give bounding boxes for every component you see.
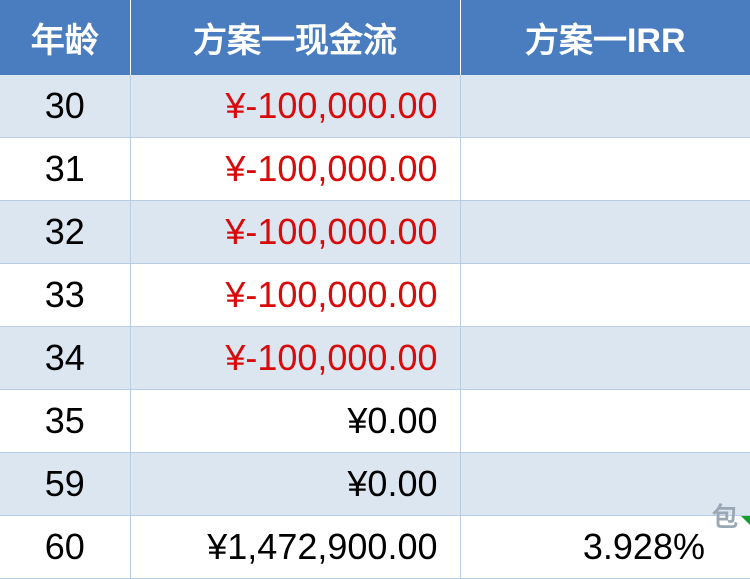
cell-age: 30 xyxy=(0,75,130,138)
cell-age: 34 xyxy=(0,327,130,390)
cell-age: 60 xyxy=(0,516,130,579)
cell-age: 59 xyxy=(0,453,130,516)
cell-age: 31 xyxy=(0,138,130,201)
cell-irr xyxy=(460,75,750,138)
cell-age: 32 xyxy=(0,201,130,264)
cell-irr xyxy=(460,390,750,453)
cell-cashflow: ¥-100,000.00 xyxy=(130,264,460,327)
table-header-row: 年龄 方案一现金流 方案一IRR xyxy=(0,0,750,75)
cell-irr xyxy=(460,264,750,327)
table-row: 60¥1,472,900.003.928% xyxy=(0,516,750,579)
table-row: 35¥0.00 xyxy=(0,390,750,453)
table-row: 32¥-100,000.00 xyxy=(0,201,750,264)
table-row: 31¥-100,000.00 xyxy=(0,138,750,201)
header-cashflow: 方案一现金流 xyxy=(130,0,460,75)
table-body: 30¥-100,000.0031¥-100,000.0032¥-100,000.… xyxy=(0,75,750,579)
cell-irr xyxy=(460,201,750,264)
cashflow-irr-table: 年龄 方案一现金流 方案一IRR 30¥-100,000.0031¥-100,0… xyxy=(0,0,750,579)
table-row: 30¥-100,000.00 xyxy=(0,75,750,138)
cell-irr xyxy=(460,327,750,390)
cell-cashflow: ¥-100,000.00 xyxy=(130,327,460,390)
cell-cashflow: ¥-100,000.00 xyxy=(130,138,460,201)
table-row: 34¥-100,000.00 xyxy=(0,327,750,390)
header-age: 年龄 xyxy=(0,0,130,75)
cell-age: 35 xyxy=(0,390,130,453)
table-row: 33¥-100,000.00 xyxy=(0,264,750,327)
cell-cashflow: ¥1,472,900.00 xyxy=(130,516,460,579)
cell-irr xyxy=(460,453,750,516)
watermark: 包 xyxy=(712,497,738,534)
cell-cashflow: ¥0.00 xyxy=(130,390,460,453)
cell-marker-icon xyxy=(741,516,750,525)
table-row: 59¥0.00 xyxy=(0,453,750,516)
cell-age: 33 xyxy=(0,264,130,327)
cell-cashflow: ¥-100,000.00 xyxy=(130,75,460,138)
cell-cashflow: ¥-100,000.00 xyxy=(130,201,460,264)
cell-irr: 3.928% xyxy=(460,516,750,579)
cell-cashflow: ¥0.00 xyxy=(130,453,460,516)
cell-irr xyxy=(460,138,750,201)
header-irr: 方案一IRR xyxy=(460,0,750,75)
